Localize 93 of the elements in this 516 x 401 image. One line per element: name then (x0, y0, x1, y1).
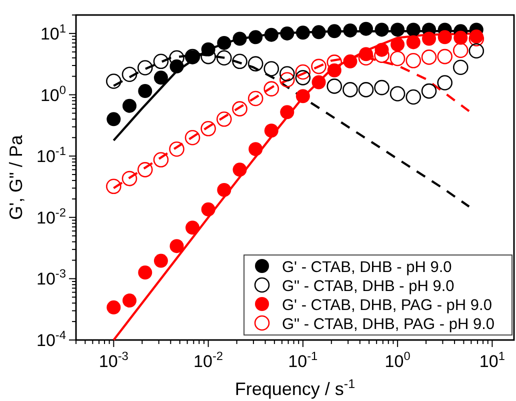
point (248, 90, 264, 106)
point (264, 61, 280, 76)
point (358, 82, 374, 98)
point (153, 54, 169, 70)
y-tick-label: 10$^{1}$ (40, 21, 66, 44)
legend-label: G' - CTAB, DHB - pH 9.0 (282, 259, 452, 276)
point (106, 178, 122, 194)
point (359, 22, 373, 36)
point (138, 84, 152, 98)
point (184, 130, 200, 146)
point (264, 124, 278, 138)
point (216, 50, 232, 66)
point (154, 254, 168, 268)
point (295, 70, 311, 86)
point (170, 239, 184, 254)
point (312, 75, 326, 90)
point (201, 202, 216, 216)
point (122, 66, 138, 82)
point (295, 64, 311, 80)
point (264, 28, 278, 42)
point (452, 60, 468, 75)
point (106, 300, 121, 314)
point (390, 22, 405, 37)
x-tick-label: 10$^{-3}$ (98, 349, 129, 371)
point (216, 112, 232, 127)
x-tick-label: 10$^{0}$ (384, 349, 411, 371)
point (406, 35, 420, 50)
point (106, 74, 122, 89)
point (264, 81, 280, 96)
point (374, 80, 390, 96)
x-tick-label: 10$^{-2}$ (194, 349, 224, 371)
point (343, 54, 358, 68)
point (154, 70, 168, 85)
point (169, 141, 184, 157)
point (280, 105, 294, 120)
point (326, 78, 342, 94)
y-tick-label: 10$^{-4}$ (36, 328, 66, 350)
point (137, 60, 153, 76)
legend-label: G' - CTAB, DHB, PAG - pH 9.0 (282, 297, 492, 314)
point (248, 56, 264, 72)
point (217, 182, 232, 197)
point (437, 48, 452, 64)
point (422, 32, 436, 46)
point (280, 26, 294, 40)
x-axis-title: Frequency / s$^{-1}$ (234, 377, 356, 399)
point (468, 43, 484, 59)
y-tick-label: 10$^{0}$ (40, 82, 66, 105)
point (153, 152, 169, 168)
point (122, 98, 136, 113)
point (406, 89, 422, 105)
point (217, 36, 232, 50)
y-tick-label: 10$^{-3}$ (36, 266, 66, 289)
point (138, 266, 152, 280)
point (438, 30, 452, 44)
legend-label: G" - CTAB, DHB - pH 9.0 (282, 278, 455, 295)
point (122, 170, 138, 186)
point (406, 53, 422, 68)
point (248, 30, 263, 44)
point (390, 86, 406, 102)
point (421, 50, 437, 65)
point (296, 89, 310, 104)
legend-label: G" - CTAB, DHB, PAG - pH 9.0 (282, 316, 495, 333)
point (452, 42, 468, 58)
point (390, 38, 405, 52)
point (437, 75, 452, 90)
point (279, 72, 295, 88)
point (232, 162, 247, 177)
point (106, 112, 121, 126)
point (232, 54, 248, 70)
point (296, 26, 310, 40)
y-tick-label: 10$^{-2}$ (36, 205, 66, 228)
y-tick-label: 10$^{-1}$ (36, 144, 66, 166)
point (311, 58, 326, 74)
point (421, 83, 437, 99)
point (137, 162, 153, 178)
point (232, 101, 248, 116)
point (186, 220, 200, 235)
point (312, 25, 326, 40)
point (390, 50, 406, 66)
point (406, 22, 420, 37)
point (343, 23, 358, 38)
point (327, 24, 342, 38)
y-axis-title: G', G" / Pa (6, 134, 26, 220)
x-tick-label: 10$^{1}$ (479, 349, 506, 371)
point (279, 66, 295, 82)
point (342, 82, 358, 98)
point (232, 32, 247, 46)
point (374, 22, 389, 37)
point (248, 142, 263, 156)
point (454, 30, 468, 45)
point (200, 121, 216, 136)
point (122, 294, 136, 308)
x-tick-label: 10$^{-1}$ (288, 349, 318, 371)
